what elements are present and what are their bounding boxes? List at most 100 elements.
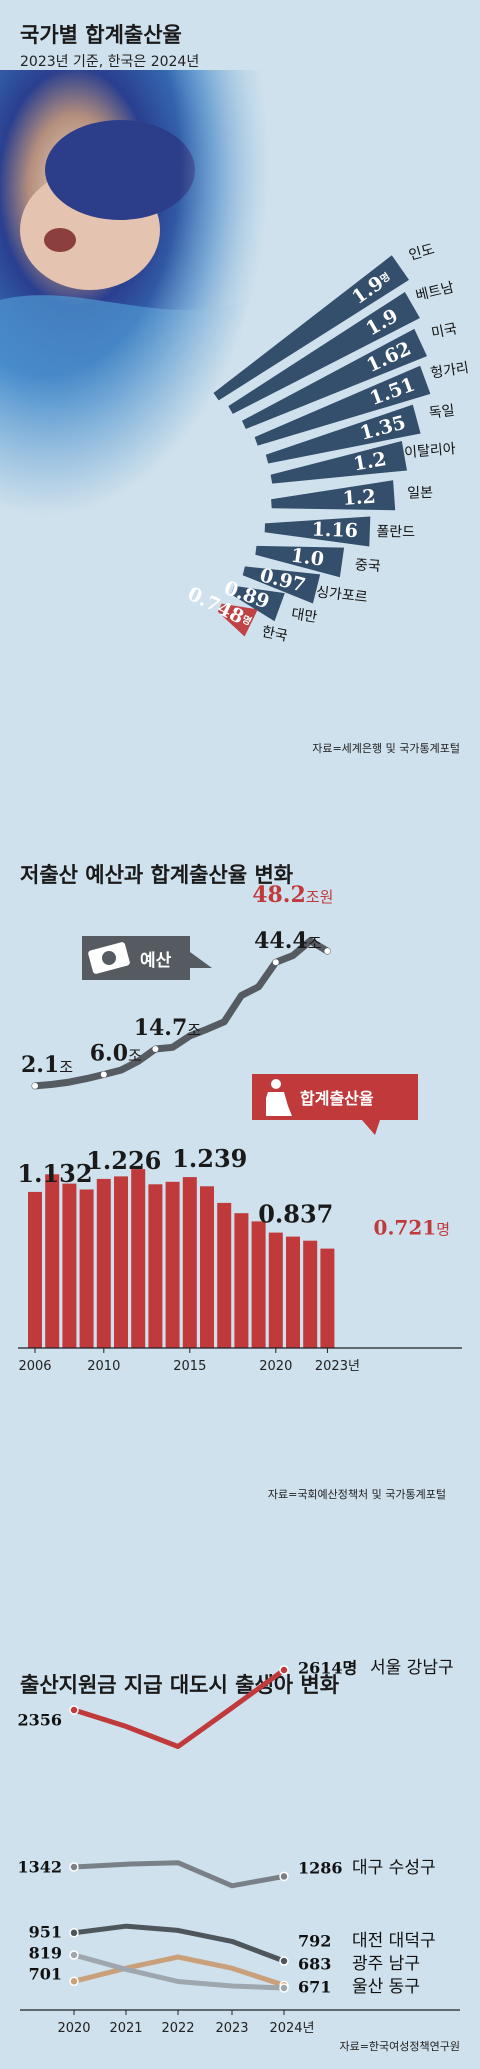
series-start-point [69, 1928, 79, 1938]
country-bar-6 [271, 480, 396, 511]
budget-label: 6.0조 [90, 1040, 142, 1066]
tfr-bar [182, 1177, 197, 1348]
budget-point [324, 948, 331, 955]
country-name-label: 이탈리아 [404, 441, 457, 461]
chart3-plot: 2356 2614명 서울 강남구 1342 1286 대구 수성구 951 792 대전 대덕… [17, 1658, 460, 2036]
series-line-3 [73, 1954, 285, 1988]
tfr-bar [217, 1202, 232, 1348]
chart2-source: 자료=국회예산정책처 및 국가통계포털 [268, 1488, 446, 1501]
tfr-bar [45, 1174, 60, 1348]
tfr-bar [28, 1191, 42, 1348]
country-bar-9 [242, 566, 321, 604]
budget-label-unit: 조 [308, 934, 322, 952]
country-value-label: 1.0 [289, 544, 325, 570]
budget-label: 48.2조원 [252, 882, 333, 908]
tfr-bar [303, 1240, 318, 1348]
x-tick-label: 2020 [57, 2021, 90, 2036]
series-start-point [69, 1950, 79, 1960]
series-start-point [69, 1862, 79, 1872]
series-start-label: 701 [29, 1965, 62, 1984]
country-name-label: 대만 [290, 606, 318, 626]
chart1-subtitle: 2023년 기준, 한국은 2024년 [20, 54, 199, 70]
budget-label: 2.1조 [21, 1052, 73, 1078]
x-tick-label: 2021 [109, 2021, 142, 2036]
country-name-label: 독일 [428, 403, 455, 422]
series-end-point [279, 1665, 289, 1675]
tfr-bar [200, 1186, 214, 1348]
series-line-0 [73, 1667, 286, 1749]
chart3-title: 출산지원금 지급 대도시 출생아 변화 [20, 1673, 340, 1697]
x-tick-label: 2006 [18, 1359, 51, 1374]
tfr-bar [148, 1184, 163, 1348]
series-start-label: 1342 [17, 1858, 62, 1877]
tfr-label: 1.239 [172, 1144, 247, 1173]
series-name-label: 대전 대덕구 [352, 1931, 436, 1951]
country-bar-7 [264, 516, 371, 547]
country-name-label: 폴란드 [376, 524, 415, 541]
country-value-label: 1.2 [342, 486, 377, 510]
tfr-badge-label: 합계출산율 [300, 1089, 374, 1108]
budget-badge: 예산 [82, 936, 212, 980]
country-bar-2 [242, 328, 427, 429]
birth-change-chart: 출산지원금 지급 대도시 출생아 변화 2356 2614명 서울 강남구 1342 1… [17, 1658, 460, 2053]
budget-label-unit: 조 [187, 1021, 201, 1039]
budget-label-unit: 조 [59, 1058, 73, 1076]
country-name-label: 인도 [407, 241, 436, 263]
series-end-point [279, 1983, 289, 1993]
country-bar-0 [213, 255, 409, 401]
country-name-label: 헝가리 [429, 360, 470, 382]
x-tick-label: 2020 [259, 1359, 292, 1374]
x-tick-label: 2022 [161, 2021, 194, 2036]
tfr-label: 0.837 [258, 1200, 333, 1229]
x-tick-label: 2024년 [269, 2021, 314, 2036]
country-bar-8 [255, 545, 345, 578]
tfr-label: 1.226 [86, 1146, 161, 1175]
budget-label-unit: 조원 [306, 888, 334, 906]
tfr-bar [234, 1213, 249, 1348]
country-bar-4 [265, 404, 421, 464]
series-end-label: 2614명 [298, 1659, 357, 1678]
x-tick-label: 2010 [87, 1359, 120, 1374]
tfr-label: 0.721명 [374, 1216, 450, 1240]
tfr-badge: 합계출산율 [252, 1074, 418, 1135]
series-end-point [279, 1956, 289, 1966]
country-name-label: 베트남 [414, 280, 455, 305]
series-start-label: 951 [29, 1923, 62, 1942]
series-end-point [279, 1871, 289, 1882]
tfr-bar [251, 1221, 266, 1348]
x-tick-label: 2015 [173, 1359, 206, 1374]
country-bar-5 [270, 441, 407, 484]
series-end-label: 671 [298, 1978, 331, 1997]
series-end-label: 792 [298, 1932, 331, 1951]
series-line-2 [73, 1923, 285, 1964]
budget-point [152, 1046, 159, 1053]
tfr-bar [114, 1176, 128, 1348]
budget-line [31, 937, 331, 1090]
series-line-1 [73, 1860, 285, 1889]
series-name-label: 대구 수성구 [352, 1858, 436, 1878]
chart1-title: 국가별 합계출산율 [20, 23, 182, 47]
tfr-bar [96, 1178, 111, 1348]
series-start-point [69, 1976, 79, 1987]
series-start-label: 2356 [17, 1711, 62, 1730]
x-tick-label: 2023 [215, 2021, 248, 2036]
tfr-bar [320, 1248, 335, 1348]
series-start-point [69, 1705, 79, 1715]
budget-label: 44.4조 [254, 928, 322, 954]
country-value-label: 1.16 [311, 518, 358, 542]
series-name-label: 울산 동구 [352, 1977, 420, 1997]
tfr-bar [268, 1232, 283, 1348]
series-name-label: 서울 강남구 [370, 1658, 454, 1678]
country-bar-10 [231, 585, 285, 622]
chart2-title: 저출산 예산과 합계출산율 변화 [20, 863, 294, 887]
tfr-bar [62, 1183, 77, 1348]
budget-label: 14.7조 [134, 1015, 202, 1041]
series-name-label: 광주 남구 [352, 1954, 420, 1974]
country-name-label: 한국 [260, 624, 289, 645]
budget-badge-label: 예산 [140, 951, 172, 971]
tfr-bar [131, 1169, 146, 1348]
series-end-label: 1286 [298, 1859, 343, 1878]
country-fertility-chart: 국가별 합계출산율 2023년 기준, 한국은 2024년 1.9명인도1.9베… [0, 23, 470, 755]
